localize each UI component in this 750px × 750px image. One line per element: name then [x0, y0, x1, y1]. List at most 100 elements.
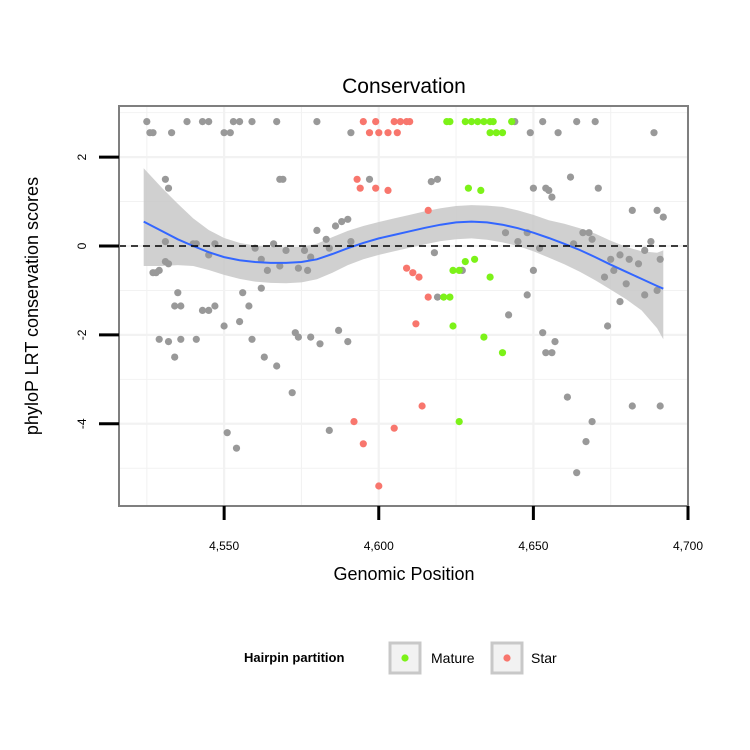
y-axis-title: phyloP LRT conservation scores: [22, 177, 42, 435]
smooth-line-layer: [143, 220, 664, 290]
legend: Hairpin partition Mature Star: [244, 641, 557, 675]
point-other: [161, 238, 169, 246]
point-mature: [471, 255, 479, 263]
point-other: [600, 273, 609, 281]
point-mature: [474, 118, 482, 126]
point-other: [174, 289, 182, 297]
point-other: [656, 255, 664, 263]
smooth-line: [143, 220, 664, 290]
point-other: [554, 129, 562, 137]
point-mature: [461, 258, 469, 266]
point-other: [641, 246, 649, 254]
point-other: [161, 175, 169, 183]
point-other: [433, 293, 442, 301]
x-tick-label: 4,650: [518, 539, 548, 553]
point-other: [548, 349, 556, 357]
point-other: [514, 238, 522, 246]
point-mature: [455, 266, 463, 274]
point-other: [653, 206, 661, 214]
point-other: [149, 269, 157, 277]
point-mature: [486, 118, 494, 126]
point-mature: [464, 184, 472, 192]
point-other: [307, 333, 315, 341]
point-other: [257, 284, 265, 292]
point-other: [591, 118, 599, 126]
point-other: [273, 118, 281, 126]
point-mature: [492, 129, 500, 137]
point-other: [223, 429, 231, 437]
point-other: [634, 260, 643, 268]
point-other: [548, 193, 556, 201]
point-other: [276, 262, 284, 270]
point-other: [205, 118, 213, 126]
point-other: [282, 246, 290, 254]
point-other: [338, 218, 346, 226]
point-other: [430, 249, 438, 257]
point-mature: [449, 266, 457, 274]
point-other: [171, 302, 179, 310]
point-other: [257, 255, 265, 263]
point-other: [226, 129, 234, 137]
point-other: [198, 306, 207, 314]
point-other: [579, 229, 587, 237]
point-mature: [486, 129, 494, 137]
point-other: [236, 318, 244, 326]
point-other: [205, 306, 213, 314]
point-other: [149, 129, 157, 137]
point-other: [220, 129, 228, 137]
point-other: [427, 178, 435, 186]
point-other: [239, 289, 247, 297]
point-other: [236, 118, 244, 126]
point-star: [372, 184, 380, 192]
point-other: [653, 286, 661, 294]
point-other: [622, 280, 630, 288]
y-tick-label: -4: [75, 418, 89, 429]
point-mature: [508, 118, 516, 126]
point-other: [594, 184, 602, 192]
point-star: [409, 269, 417, 277]
legend-key-mature: [388, 641, 422, 675]
point-other: [585, 229, 593, 237]
point-star: [384, 129, 392, 137]
point-other: [198, 118, 207, 126]
y-axis: 2 0 -2 -4: [75, 153, 119, 429]
point-star: [384, 186, 392, 194]
point-star: [424, 206, 432, 214]
x-axis: 4,550 4,600 4,650 4,700: [209, 506, 703, 553]
point-star: [375, 482, 383, 490]
point-other: [545, 186, 553, 194]
point-other: [313, 118, 321, 126]
point-star: [359, 118, 367, 126]
point-other: [168, 129, 176, 137]
point-mature: [446, 293, 454, 301]
point-other: [628, 402, 636, 410]
chart-title: Conservation: [342, 75, 466, 98]
point-other: [294, 333, 302, 341]
point-other: [526, 129, 534, 137]
point-other: [588, 235, 596, 243]
point-other: [529, 266, 538, 274]
point-other: [316, 340, 324, 348]
point-star: [353, 175, 361, 183]
plot-panel-border: [118, 105, 689, 507]
point-star: [375, 129, 383, 137]
point-other: [335, 326, 343, 334]
point-other: [279, 175, 287, 183]
point-other: [344, 338, 352, 346]
point-other: [304, 266, 312, 274]
point-mature: [498, 129, 507, 137]
point-star: [390, 424, 398, 432]
point-other: [588, 418, 596, 426]
point-other: [542, 349, 550, 357]
point-mature: [498, 349, 507, 357]
point-other: [143, 118, 151, 126]
y-tick-label: -2: [75, 329, 89, 340]
x-tick-label: 4,700: [673, 539, 703, 553]
point-other: [616, 298, 624, 306]
point-mature: [467, 118, 476, 126]
point-other: [313, 226, 321, 234]
point-other: [161, 258, 169, 266]
legend-label-star: Star: [531, 650, 557, 666]
point-other: [566, 173, 575, 181]
